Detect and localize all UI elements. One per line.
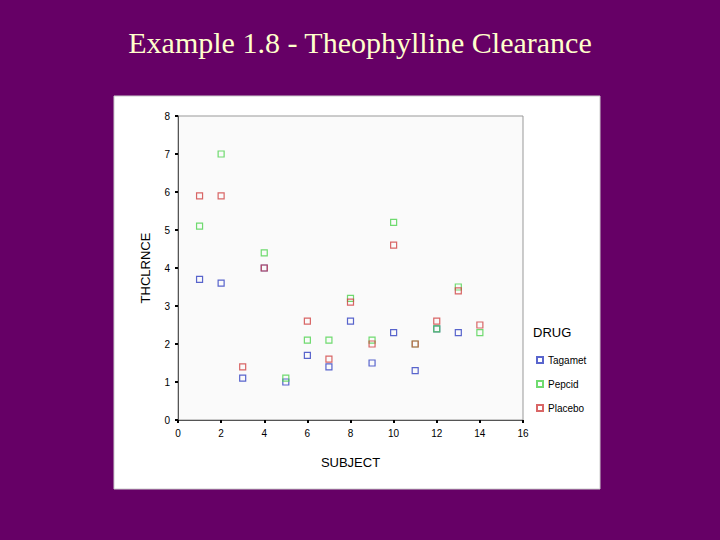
- svg-text:Pepcid: Pepcid: [548, 379, 579, 390]
- svg-text:16: 16: [517, 428, 529, 439]
- svg-text:6: 6: [164, 187, 170, 198]
- svg-text:4: 4: [164, 263, 170, 274]
- svg-text:3: 3: [164, 301, 170, 312]
- svg-text:12: 12: [431, 428, 443, 439]
- svg-text:6: 6: [305, 428, 311, 439]
- svg-text:2: 2: [164, 339, 170, 350]
- svg-text:5: 5: [164, 225, 170, 236]
- svg-text:THCLRNCE: THCLRNCE: [138, 232, 153, 303]
- svg-text:7: 7: [164, 149, 170, 160]
- svg-text:10: 10: [388, 428, 400, 439]
- svg-text:8: 8: [348, 428, 354, 439]
- svg-text:Example 1.8 - Theophylline Cle: Example 1.8 - Theophylline Clearance: [128, 26, 591, 59]
- svg-text:4: 4: [261, 428, 267, 439]
- svg-text:2: 2: [218, 428, 224, 439]
- svg-text:DRUG: DRUG: [533, 325, 571, 340]
- svg-text:1: 1: [164, 377, 170, 388]
- svg-text:SUBJECT: SUBJECT: [321, 455, 380, 470]
- svg-text:0: 0: [175, 428, 181, 439]
- svg-text:8: 8: [164, 111, 170, 122]
- svg-text:14: 14: [474, 428, 486, 439]
- svg-text:Tagamet: Tagamet: [548, 355, 587, 366]
- svg-text:Placebo: Placebo: [548, 403, 585, 414]
- svg-text:0: 0: [164, 415, 170, 426]
